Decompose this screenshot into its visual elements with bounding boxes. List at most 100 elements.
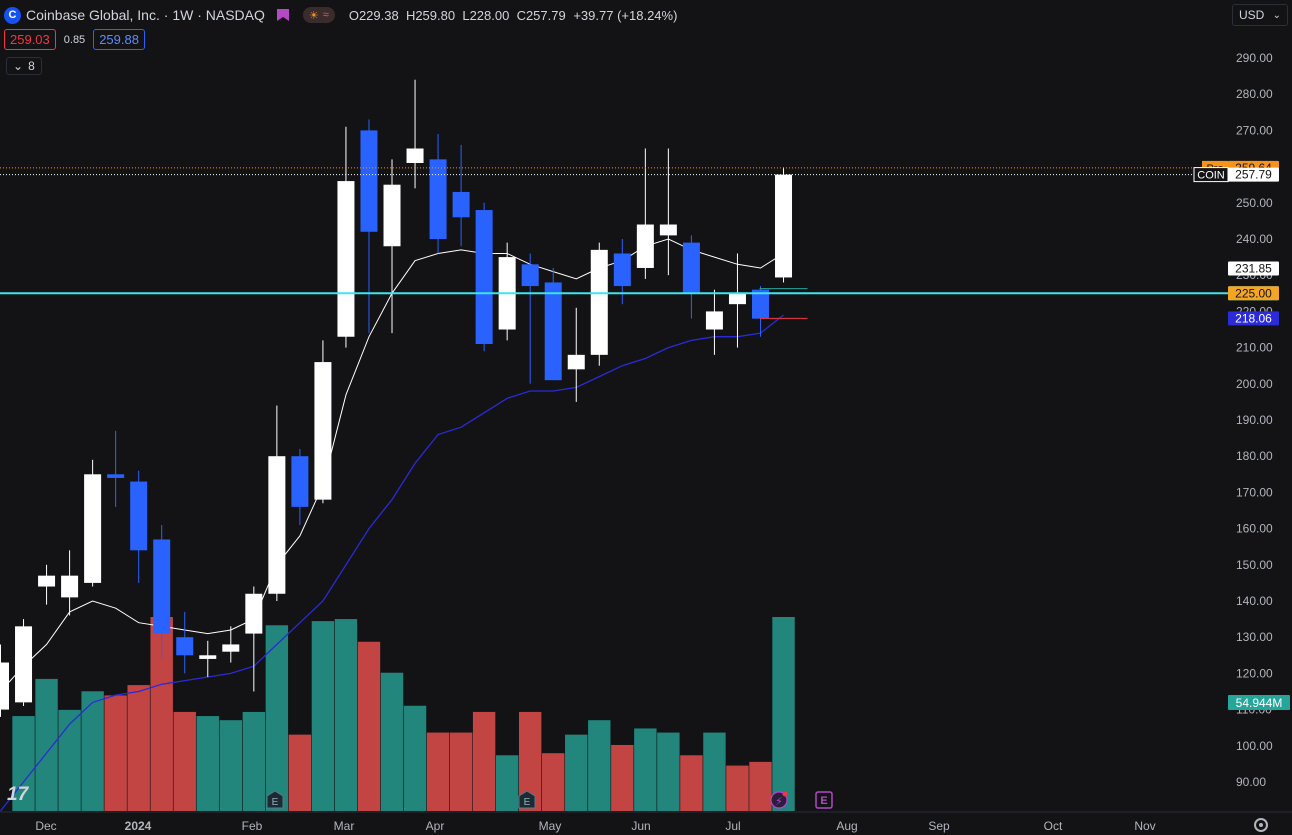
candle-body[interactable] bbox=[429, 159, 447, 239]
volume-bar[interactable] bbox=[357, 641, 381, 811]
candle-body[interactable] bbox=[705, 311, 723, 330]
currency-select[interactable]: USD ⌄ bbox=[1232, 4, 1288, 26]
earnings-event-glyph: E bbox=[272, 797, 279, 808]
volume-bar[interactable] bbox=[35, 678, 58, 811]
candle-body[interactable] bbox=[38, 575, 56, 587]
settings-gear-icon[interactable] bbox=[1254, 818, 1268, 832]
volume-bar[interactable] bbox=[127, 685, 150, 811]
candle-body[interactable] bbox=[314, 362, 332, 500]
candle-body[interactable] bbox=[636, 224, 654, 268]
volume-bar[interactable] bbox=[311, 621, 335, 811]
y-axis-tick-label: 170.00 bbox=[1236, 485, 1273, 499]
volume-bar[interactable] bbox=[565, 734, 588, 811]
volume-bar[interactable] bbox=[173, 711, 196, 811]
buy-price-button[interactable]: 259.88 bbox=[93, 29, 145, 50]
candle-body[interactable] bbox=[199, 655, 217, 659]
volume-bar[interactable] bbox=[12, 716, 35, 811]
volume-bar[interactable] bbox=[472, 711, 496, 811]
volume-bar[interactable] bbox=[680, 755, 703, 811]
volume-bar[interactable] bbox=[334, 619, 358, 811]
earnings-event-icon[interactable] bbox=[266, 790, 284, 809]
volume-bar[interactable] bbox=[380, 672, 404, 811]
interval-label[interactable]: 1W bbox=[172, 7, 194, 23]
volume-bar[interactable] bbox=[749, 761, 772, 811]
volume-bar[interactable] bbox=[518, 711, 542, 811]
volume-bar[interactable] bbox=[588, 720, 611, 811]
symbol-name[interactable]: Coinbase Global, Inc. bbox=[26, 7, 160, 23]
candle-body[interactable] bbox=[682, 242, 700, 294]
volume-bar[interactable] bbox=[426, 732, 450, 811]
volume-bar[interactable] bbox=[772, 617, 795, 811]
price-label-badge bbox=[1228, 311, 1279, 326]
flash-event-icon[interactable] bbox=[770, 791, 788, 809]
candle-body[interactable] bbox=[590, 249, 608, 355]
candle-body[interactable] bbox=[176, 637, 194, 656]
spread-value: 0.85 bbox=[63, 33, 86, 46]
x-axis-tick-label: Dec bbox=[35, 819, 56, 833]
candle-body[interactable] bbox=[544, 282, 562, 381]
volume-bar[interactable] bbox=[403, 705, 427, 811]
candle-body[interactable] bbox=[291, 456, 309, 507]
y-axis-tick-label: 190.00 bbox=[1236, 413, 1273, 427]
candle-body[interactable] bbox=[15, 626, 33, 703]
volume-bar[interactable] bbox=[703, 732, 726, 811]
volume-bar[interactable] bbox=[81, 691, 104, 811]
volume-bar[interactable] bbox=[150, 617, 173, 811]
earnings-event-icon[interactable] bbox=[518, 790, 536, 809]
candle-body[interactable] bbox=[613, 253, 631, 287]
y-axis-tick-label: 90.00 bbox=[1236, 775, 1266, 789]
earnings-upcoming-icon[interactable] bbox=[815, 791, 833, 809]
price-label-badge bbox=[1228, 286, 1279, 301]
flag-icon[interactable] bbox=[276, 9, 289, 21]
price-label-tag-text: COIN bbox=[1197, 170, 1225, 182]
y-axis-tick-label: 250.00 bbox=[1236, 196, 1273, 210]
chevron-down-icon: ⌄ bbox=[13, 59, 24, 73]
y-axis-tick-label: 210.00 bbox=[1236, 341, 1273, 355]
volume-bar[interactable] bbox=[219, 720, 242, 811]
candle-body[interactable] bbox=[153, 539, 171, 634]
candle-body[interactable] bbox=[406, 148, 424, 163]
flash-event-glyph: ⚡ bbox=[775, 795, 783, 808]
candle-body[interactable] bbox=[268, 456, 286, 594]
market-status-pill[interactable]: ☀ ≈ bbox=[302, 7, 335, 23]
y-axis-tick-label: 130.00 bbox=[1236, 630, 1273, 644]
candle-body[interactable] bbox=[61, 575, 79, 598]
volume-bar[interactable] bbox=[449, 732, 473, 811]
candle-body[interactable] bbox=[728, 293, 746, 305]
price-label-tag bbox=[1193, 167, 1229, 183]
candle-body[interactable] bbox=[383, 184, 401, 247]
volume-bar[interactable] bbox=[542, 753, 565, 811]
candle-body[interactable] bbox=[775, 174, 793, 278]
candle-body[interactable] bbox=[360, 130, 378, 232]
indicators-toggle[interactable]: ⌄ 8 bbox=[6, 57, 42, 75]
close-value: 257.79 bbox=[525, 7, 566, 23]
volume-bar[interactable] bbox=[726, 765, 749, 811]
candle-body[interactable] bbox=[567, 354, 585, 370]
open-label: O bbox=[348, 7, 359, 23]
volume-bar[interactable] bbox=[634, 728, 657, 811]
volume-bar[interactable] bbox=[495, 755, 519, 811]
candle-body[interactable] bbox=[751, 289, 769, 319]
volume-bar[interactable] bbox=[657, 732, 680, 811]
candle-body[interactable] bbox=[452, 191, 470, 218]
volume-bar[interactable] bbox=[242, 711, 266, 811]
candle-body[interactable] bbox=[659, 224, 677, 236]
volume-bar[interactable] bbox=[58, 709, 81, 811]
candle-body[interactable] bbox=[245, 593, 263, 634]
candle-body[interactable] bbox=[337, 181, 355, 337]
sell-price-button[interactable]: 259.03 bbox=[4, 29, 56, 50]
volume-bar[interactable] bbox=[288, 734, 312, 811]
volume-bar[interactable] bbox=[104, 695, 127, 811]
volume-bar[interactable] bbox=[611, 744, 634, 811]
candle-body[interactable] bbox=[0, 662, 9, 710]
volume-bar[interactable] bbox=[196, 716, 219, 811]
candle-body[interactable] bbox=[521, 264, 539, 287]
candle-body[interactable] bbox=[475, 210, 493, 344]
volume-bar[interactable] bbox=[265, 625, 289, 811]
candle-body[interactable] bbox=[130, 481, 148, 551]
candle-body[interactable] bbox=[84, 474, 102, 583]
candle-body[interactable] bbox=[107, 474, 125, 478]
candle-body[interactable] bbox=[222, 644, 240, 652]
